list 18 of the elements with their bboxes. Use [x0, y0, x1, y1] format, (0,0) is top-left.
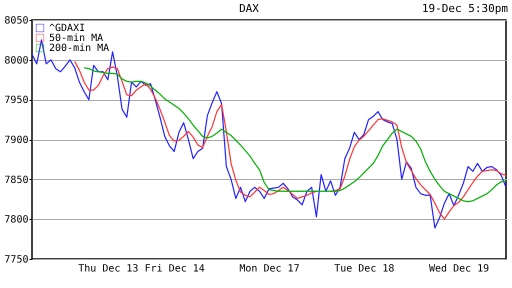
x-tick-label: Fri Dec 14	[144, 264, 205, 274]
y-tick-label: 7900	[4, 135, 28, 146]
legend-label: 50-min MA	[49, 33, 104, 44]
y-tick-label: 7800	[4, 214, 28, 226]
legend-label: ^GDAXI	[49, 23, 86, 34]
text: 19-Dec 5:30pm	[422, 2, 508, 15]
y-tick-label: 8050	[4, 16, 28, 26]
y-tick-label: 8000	[4, 55, 28, 66]
chart-title: DAX	[239, 2, 260, 15]
y-tick-label: 7750	[4, 254, 28, 266]
y-tick-label: 7950	[4, 95, 28, 106]
line-series	[84, 67, 506, 202]
y-tick-label: 7850	[4, 174, 28, 186]
x-tick-label: Tue Dec 18	[334, 264, 394, 274]
x-tick-label: Mon Dec 17	[239, 264, 300, 274]
x-tick-label: Wed Dec 19	[428, 264, 490, 274]
x-tick-label: Thu Dec 13	[78, 264, 138, 274]
legend-label: 200-min MA	[49, 43, 110, 54]
